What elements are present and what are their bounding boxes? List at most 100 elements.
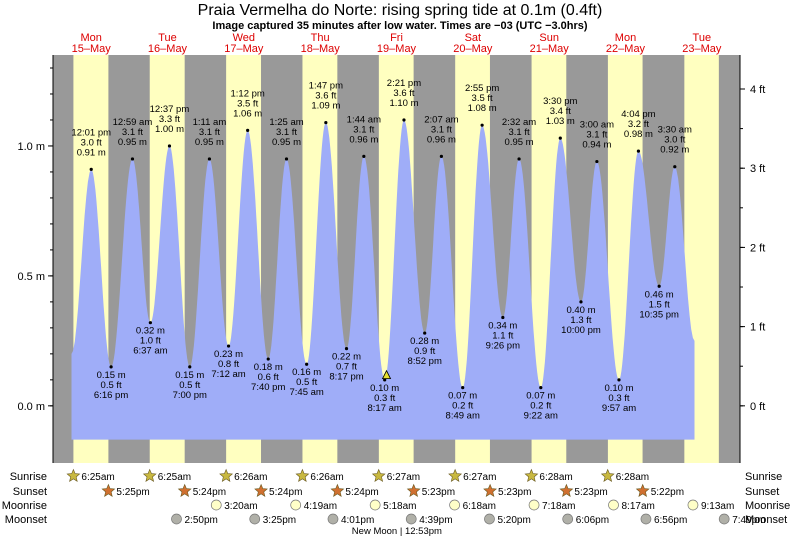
high-tide-label: 4:04 pm	[621, 109, 655, 120]
moonset-time: 5:20pm	[497, 515, 530, 526]
moonrise-time: 3:20am	[224, 501, 257, 512]
sunrise-star-icon	[371, 468, 386, 482]
tide-point-2	[130, 157, 135, 161]
tide-point-19	[461, 386, 465, 390]
moonset-moon-icon	[484, 513, 495, 525]
high-tide-label: 3.1 ft	[586, 130, 607, 141]
sunset-star-icon	[635, 483, 650, 497]
day-name-1: Tue	[158, 32, 177, 44]
current-time-marker	[381, 369, 392, 380]
moonrise-moon-icon	[528, 499, 540, 511]
high-tide-label: 0.92 m	[660, 145, 689, 156]
day-date-3: 18–May	[301, 43, 341, 55]
high-tide-label: 0.98 m	[624, 129, 653, 140]
low-tide-label: 0.3 ft	[374, 393, 395, 404]
low-tide-label: 0.10 m	[604, 383, 633, 394]
low-tide-label: 0.23 m	[214, 349, 243, 360]
sunset-label-left: Sunset	[13, 486, 47, 498]
sunset-time: 5:24pm	[193, 487, 226, 498]
low-tide-label: 7:40 pm	[251, 382, 285, 393]
sunset-time: 5:24pm	[269, 487, 302, 498]
moonrise-label-right: Moonrise	[745, 500, 790, 512]
high-tide-label: 1:11 am	[193, 117, 227, 128]
moonrise-moon-icon	[290, 499, 302, 511]
moonset-moon-icon	[327, 513, 339, 525]
tide-point-18	[439, 154, 443, 158]
high-tide-label: 3:00 am	[580, 120, 614, 131]
sunset-star-icon	[483, 483, 497, 497]
moonrise-time: 5:18am	[383, 501, 416, 512]
sunset-star-icon	[406, 483, 421, 497]
day-name-4: Fri	[390, 32, 403, 44]
high-tide-label: 3.6 ft	[315, 91, 336, 102]
high-tide-label: 1:12 pm	[230, 88, 264, 99]
sunrise-label-left: Sunrise	[10, 471, 47, 483]
moonrise-time: 9:13am	[701, 501, 734, 512]
low-tide-label: 9:22 am	[524, 411, 558, 422]
day-date-0: 15–May	[72, 43, 112, 55]
day-date-5: 20–May	[453, 43, 493, 55]
day-date-8: 23–May	[682, 43, 722, 55]
day-name-2: Wed	[233, 32, 255, 44]
moonset-time: 6:06pm	[576, 515, 609, 526]
tide-point-26	[595, 159, 599, 164]
tide-water-area	[71, 120, 695, 440]
low-tide-label: 0.2 ft	[530, 401, 551, 412]
sunrise-time: 6:25am	[158, 472, 191, 483]
tide-point-27	[617, 378, 621, 382]
moonset-moon-icon	[405, 513, 417, 525]
low-tide-label: 9:57 am	[602, 403, 636, 414]
low-tide-label: 0.3 ft	[608, 393, 629, 404]
low-tide-label: 1.0 ft	[140, 336, 161, 347]
high-tide-label: 2:07 am	[424, 114, 458, 125]
low-tide-label: 0.2 ft	[452, 401, 473, 412]
new-moon-note: New Moon | 12:53pm	[352, 526, 442, 537]
day-name-5: Sat	[465, 32, 482, 44]
day-name-3: Thu	[311, 32, 330, 44]
sunrise-star-icon	[295, 468, 310, 482]
high-tide-label: 0.94 m	[582, 140, 611, 151]
tide-point-3	[148, 321, 152, 325]
high-tide-label: 1:44 am	[347, 114, 381, 125]
sunset-time: 5:23pm	[422, 487, 455, 498]
moonrise-moon-icon	[369, 499, 381, 511]
high-tide-label: 3.0 ft	[81, 137, 102, 148]
high-tide-label: 3:30 pm	[543, 96, 577, 107]
low-tide-label: 1.5 ft	[649, 299, 670, 310]
low-tide-label: 0.15 m	[97, 370, 126, 381]
high-tide-label: 1.09 m	[311, 101, 340, 112]
low-tide-label: 0.6 ft	[258, 372, 279, 383]
tide-point-1	[109, 365, 113, 369]
sunrise-star-icon	[524, 468, 539, 482]
low-tide-label: 0.32 m	[136, 326, 165, 337]
tide-point-30	[673, 165, 677, 169]
chart-subtitle: Image captured 35 minutes after low wate…	[212, 20, 588, 32]
high-tide-label: 3.1 ft	[199, 127, 220, 138]
high-tide-label: 3.1 ft	[431, 124, 452, 135]
tide-point-4	[167, 144, 172, 148]
high-tide-label: 1.03 m	[546, 116, 575, 127]
sunset-star-icon	[254, 483, 268, 497]
tide-point-14	[362, 154, 366, 158]
tide-point-24	[558, 136, 562, 140]
sunset-time: 5:24pm	[345, 487, 378, 498]
day-name-8: Tue	[693, 32, 712, 44]
sunrise-time: 6:27am	[463, 472, 496, 483]
low-tide-label: 0.5 ft	[179, 380, 200, 391]
low-tide-label: 0.9 ft	[414, 346, 435, 357]
low-tide-label: 8:17 pm	[329, 372, 363, 383]
moonset-label-left: Moonset	[5, 514, 47, 526]
high-tide-label: 1.00 m	[155, 124, 184, 135]
high-tide-label: 1.08 m	[468, 103, 497, 114]
high-tide-label: 3.4 ft	[550, 106, 571, 117]
day-date-1: 16–May	[148, 43, 188, 55]
tide-point-10	[284, 157, 289, 161]
high-tide-label: 2:21 pm	[387, 78, 421, 89]
moonrise-time: 4:19am	[304, 501, 337, 512]
high-tide-label: 3.5 ft	[237, 98, 258, 109]
low-tide-label: 0.15 m	[175, 370, 204, 381]
tide-point-20	[480, 123, 484, 127]
tide-point-21	[501, 315, 505, 320]
